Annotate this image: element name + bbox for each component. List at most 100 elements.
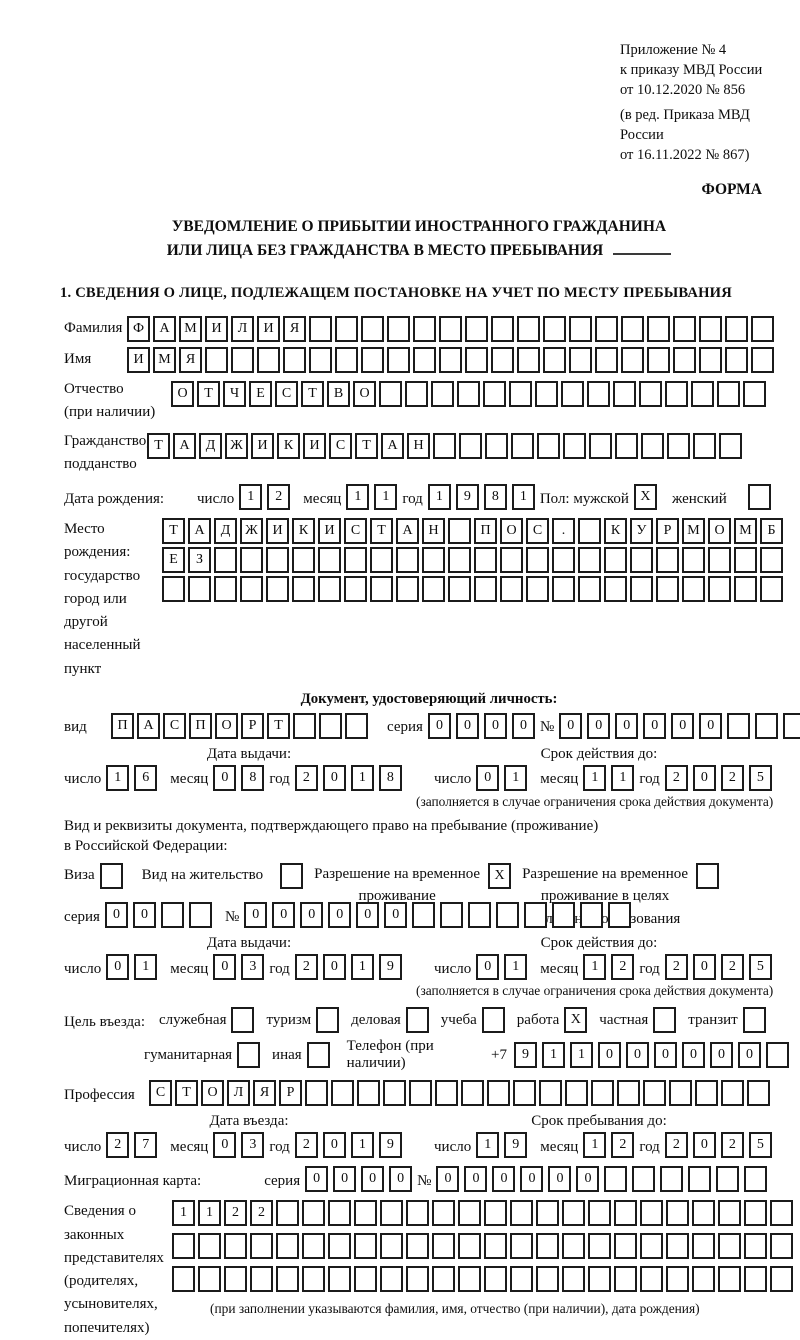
- char-box[interactable]: [405, 381, 428, 408]
- char-box[interactable]: 0: [361, 1166, 385, 1193]
- char-box[interactable]: 0: [132, 902, 156, 929]
- char-box[interactable]: [292, 547, 315, 574]
- char-box[interactable]: [439, 316, 462, 343]
- char-box[interactable]: [280, 862, 304, 889]
- char-box[interactable]: [725, 316, 748, 343]
- char-box[interactable]: [422, 576, 445, 603]
- char-box[interactable]: 9: [504, 1132, 528, 1159]
- char-box[interactable]: [379, 381, 402, 408]
- char-box[interactable]: А: [188, 518, 211, 545]
- char-box[interactable]: Т: [355, 432, 378, 459]
- char-box[interactable]: [276, 1200, 299, 1227]
- char-box[interactable]: [561, 381, 584, 408]
- char-box[interactable]: [517, 316, 540, 343]
- char-box[interactable]: [357, 1080, 380, 1107]
- char-box[interactable]: [640, 1266, 663, 1293]
- char-box[interactable]: [699, 316, 722, 343]
- char-box[interactable]: [613, 381, 636, 408]
- char-box[interactable]: П: [189, 712, 212, 739]
- char-box[interactable]: А: [396, 518, 419, 545]
- char-box[interactable]: И: [303, 432, 326, 459]
- char-box[interactable]: [484, 1266, 507, 1293]
- temp-residence-checkbox[interactable]: X: [488, 862, 514, 889]
- char-box[interactable]: [387, 316, 410, 343]
- char-box[interactable]: [250, 1233, 273, 1260]
- char-box[interactable]: [276, 1266, 299, 1293]
- char-box[interactable]: 2: [294, 764, 318, 791]
- char-box[interactable]: [250, 1266, 273, 1293]
- char-box[interactable]: [604, 576, 627, 603]
- char-box[interactable]: И: [318, 518, 341, 545]
- char-box[interactable]: [345, 712, 368, 739]
- char-box[interactable]: [744, 1166, 768, 1193]
- char-box[interactable]: С: [163, 712, 186, 739]
- purpose-study-checkbox[interactable]: [481, 1007, 508, 1034]
- char-box[interactable]: [588, 1200, 611, 1227]
- char-box[interactable]: 1: [106, 764, 130, 791]
- char-box[interactable]: [647, 316, 670, 343]
- char-box[interactable]: 0: [598, 1042, 621, 1069]
- char-box[interactable]: 0: [738, 1042, 761, 1069]
- char-box[interactable]: 2: [720, 1132, 744, 1159]
- char-box[interactable]: [719, 432, 742, 459]
- char-box[interactable]: [604, 547, 627, 574]
- char-box[interactable]: [214, 576, 237, 603]
- char-box[interactable]: [614, 1200, 637, 1227]
- char-box[interactable]: 6: [134, 764, 158, 791]
- char-box[interactable]: [770, 1200, 793, 1227]
- char-box[interactable]: [413, 347, 436, 374]
- char-box[interactable]: [692, 1233, 715, 1260]
- char-box[interactable]: [461, 1080, 484, 1107]
- purpose-tourism-checkbox[interactable]: [316, 1007, 342, 1034]
- purpose-business-checkbox[interactable]: [231, 1007, 257, 1034]
- char-box[interactable]: [524, 902, 548, 929]
- char-box[interactable]: [537, 432, 560, 459]
- char-box[interactable]: [653, 1007, 677, 1034]
- char-box[interactable]: 2: [224, 1200, 247, 1227]
- char-box[interactable]: [198, 1266, 221, 1293]
- char-box[interactable]: [370, 576, 393, 603]
- char-box[interactable]: [539, 1080, 562, 1107]
- char-box[interactable]: [500, 576, 523, 603]
- char-box[interactable]: [484, 1233, 507, 1260]
- char-box[interactable]: Т: [162, 518, 185, 545]
- char-box[interactable]: [513, 1080, 536, 1107]
- char-box[interactable]: [448, 518, 471, 545]
- char-box[interactable]: 2: [611, 1132, 635, 1159]
- char-box[interactable]: [276, 1233, 299, 1260]
- char-box[interactable]: К: [604, 518, 627, 545]
- char-box[interactable]: 2: [720, 954, 744, 981]
- char-box[interactable]: 5: [748, 954, 772, 981]
- char-box[interactable]: О: [215, 712, 238, 739]
- char-box[interactable]: [552, 576, 575, 603]
- char-box[interactable]: О: [500, 518, 523, 545]
- char-box[interactable]: [691, 381, 714, 408]
- char-box[interactable]: [231, 347, 254, 374]
- char-box[interactable]: 1: [346, 484, 370, 511]
- char-box[interactable]: М: [179, 316, 202, 343]
- char-box[interactable]: [465, 316, 488, 343]
- representatives-row3-boxes[interactable]: [172, 1266, 796, 1293]
- visa-checkbox[interactable]: [99, 862, 126, 889]
- char-box[interactable]: [667, 432, 690, 459]
- char-box[interactable]: [608, 902, 632, 929]
- char-box[interactable]: [744, 1266, 767, 1293]
- char-box[interactable]: [406, 1200, 429, 1227]
- char-box[interactable]: 2: [294, 954, 318, 981]
- char-box[interactable]: [734, 576, 757, 603]
- char-box[interactable]: [237, 1042, 261, 1069]
- char-box[interactable]: [666, 1266, 689, 1293]
- char-box[interactable]: [328, 1266, 351, 1293]
